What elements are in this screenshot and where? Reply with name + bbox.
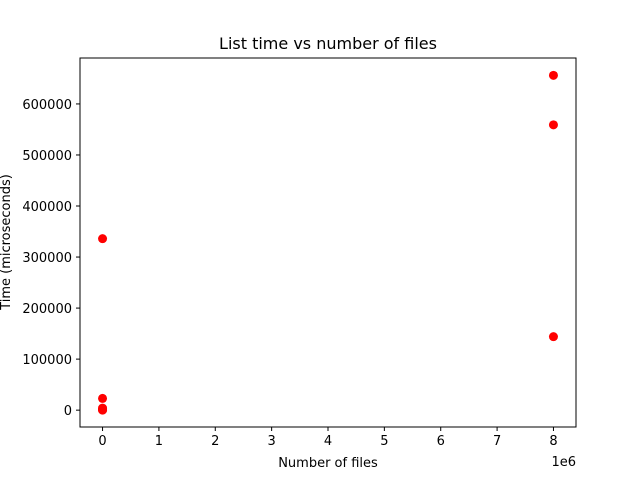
x-tick-label: 3: [267, 434, 275, 449]
y-tick-label: 200000: [22, 302, 72, 317]
x-axis-label: Number of files: [278, 456, 378, 471]
x-tick-label: 1: [155, 434, 163, 449]
chart-title: List time vs number of files: [219, 34, 437, 53]
y-axis-label: Time (microseconds): [0, 174, 14, 311]
y-tick-label: 300000: [22, 251, 72, 266]
data-point: [548, 120, 558, 130]
x-tick-label: 4: [324, 434, 332, 449]
y-tick-label: 100000: [22, 353, 72, 368]
plot-area: [98, 70, 558, 415]
x-tick-label: 0: [98, 434, 106, 449]
x-tick-label: 2: [211, 434, 219, 449]
data-point: [98, 393, 108, 403]
data-point: [98, 405, 108, 415]
x-tick-label: 6: [437, 434, 445, 449]
data-point: [98, 234, 108, 244]
data-point: [548, 332, 558, 342]
x-tick-label: 5: [380, 434, 388, 449]
x-axis-offset-label: 1e6: [551, 455, 576, 470]
y-tick-label: 0: [64, 404, 72, 419]
data-point: [548, 70, 558, 80]
y-tick-label: 600000: [22, 98, 72, 113]
y-tick-label: 500000: [22, 149, 72, 164]
x-tick-label: 7: [493, 434, 501, 449]
y-tick-label: 400000: [22, 200, 72, 215]
x-tick-label: 8: [549, 434, 557, 449]
